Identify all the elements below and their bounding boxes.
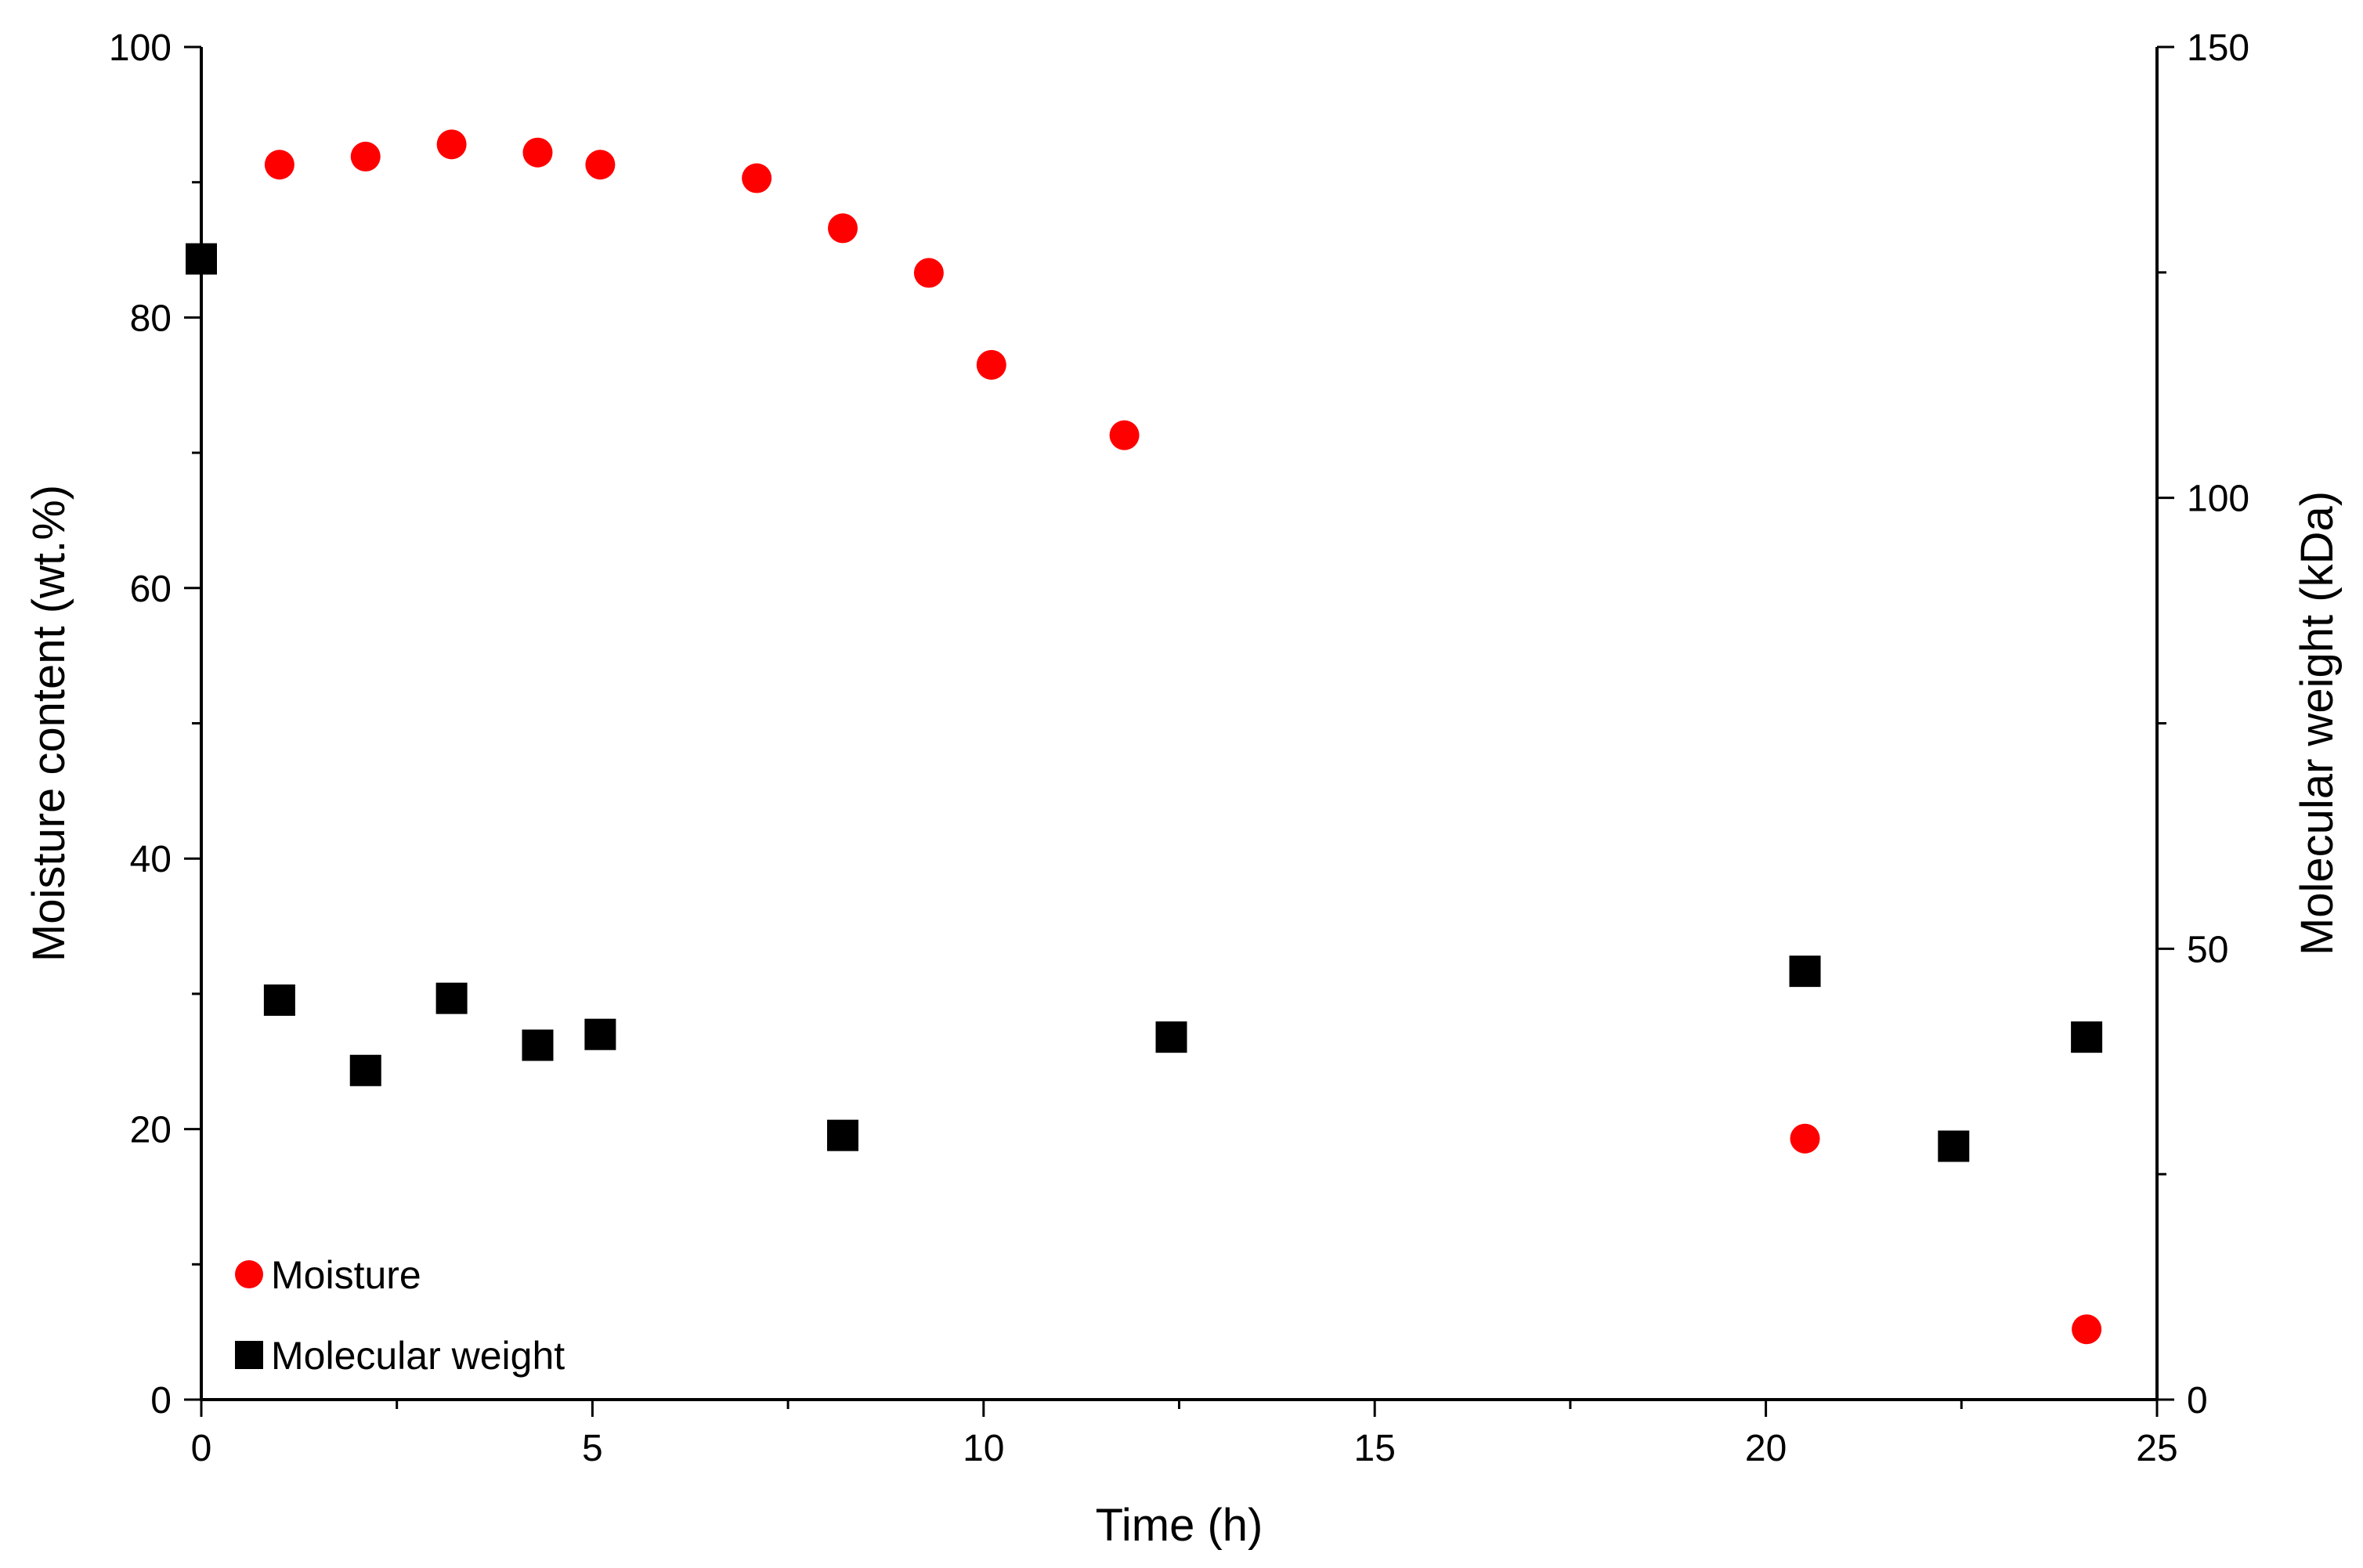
y-right-axis-title: Molecular weight (kDa) bbox=[2292, 491, 2343, 956]
y-right-tick-label: 150 bbox=[2187, 27, 2249, 69]
x-axis-title: Time (h) bbox=[1096, 1500, 1263, 1551]
molecular-weight-point bbox=[263, 984, 295, 1016]
molecular-weight-point bbox=[435, 982, 468, 1014]
moisture-point bbox=[264, 150, 294, 180]
moisture-point bbox=[976, 349, 1006, 380]
molecular-weight-point bbox=[1155, 1021, 1187, 1053]
y-left-tick-label: 80 bbox=[130, 298, 172, 339]
legend: Moisture Molecular weight bbox=[235, 1253, 565, 1378]
molecular-weight-point bbox=[349, 1054, 381, 1086]
y-left-tick-label: 60 bbox=[130, 569, 172, 610]
legend-moisture-swatch bbox=[235, 1260, 263, 1288]
y-left-tick-label: 0 bbox=[150, 1380, 172, 1422]
y-left-axis-title: Moisture content (wt.%) bbox=[23, 485, 74, 962]
y-left-tick-label: 40 bbox=[130, 839, 172, 880]
moisture-point bbox=[742, 163, 772, 193]
moisture-point bbox=[1790, 1123, 1820, 1154]
molecular-weight-point bbox=[522, 1029, 554, 1061]
legend-molecular-weight-label: Molecular weight bbox=[271, 1334, 565, 1378]
legend-moisture-label: Moisture bbox=[271, 1253, 421, 1297]
x-tick-label: 5 bbox=[582, 1428, 603, 1469]
y-left-tick-label: 100 bbox=[109, 27, 172, 69]
moisture-point bbox=[913, 258, 944, 288]
y-right-tick-label: 0 bbox=[2187, 1380, 2208, 1422]
x-tick-label: 0 bbox=[191, 1428, 212, 1469]
molecular-weight-point bbox=[827, 1119, 859, 1151]
x-tick-label: 20 bbox=[1745, 1428, 1787, 1469]
moisture-point bbox=[828, 213, 858, 244]
legend-molecular-weight-swatch bbox=[235, 1341, 263, 1369]
y-right-tick-label: 100 bbox=[2187, 479, 2249, 520]
x-tick-label: 15 bbox=[1354, 1428, 1396, 1469]
x-tick-label: 25 bbox=[2136, 1428, 2177, 1469]
data-points bbox=[186, 129, 2103, 1345]
moisture-point bbox=[2072, 1314, 2102, 1345]
moisture-point bbox=[522, 137, 553, 168]
moisture-point bbox=[350, 141, 381, 172]
molecular-weight-point bbox=[1789, 956, 1821, 988]
x-tick-label: 10 bbox=[963, 1428, 1004, 1469]
moisture-point bbox=[1109, 420, 1140, 450]
molecular-weight-point bbox=[1938, 1130, 1970, 1162]
molecular-weight-point bbox=[186, 243, 217, 275]
moisture-point bbox=[585, 150, 616, 180]
molecular-weight-point bbox=[584, 1018, 616, 1050]
y-right-tick-label: 50 bbox=[2187, 929, 2228, 970]
y-left-tick-label: 20 bbox=[130, 1110, 172, 1151]
molecular-weight-point bbox=[2071, 1021, 2103, 1053]
moisture-point bbox=[436, 129, 467, 160]
